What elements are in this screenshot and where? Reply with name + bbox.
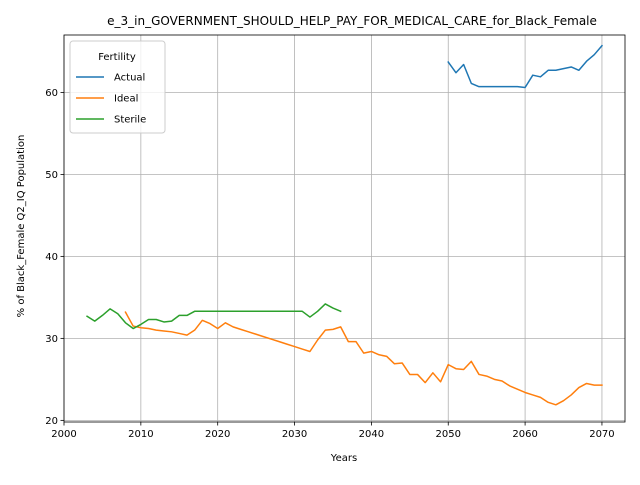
legend-label-actual: Actual [114, 73, 145, 84]
y-axis-label: % of Black_Female Q2_IQ Population [16, 135, 27, 318]
x-tick-label: 2060 [512, 429, 537, 440]
series-line-ideal [124, 311, 603, 406]
legend-label-sterile: Sterile [114, 115, 146, 126]
legend: Fertility Actual Ideal Sterile [69, 40, 166, 134]
legend-box [69, 40, 166, 134]
x-tick-label: 2020 [205, 429, 230, 440]
axis-ticks: 2000 2010 2020 2030 2040 2050 2060 207020304050… [45, 88, 614, 440]
grid [63, 35, 625, 422]
plot-frame [63, 34, 626, 423]
x-tick-label: 2030 [282, 429, 307, 440]
x-tick-label: 2070 [589, 429, 614, 440]
chart-title: e_3_in_GOVERNMENT_SHOULD_HELP_PAY_FOR_ME… [107, 14, 597, 28]
legend-title: Fertility [98, 52, 136, 63]
y-tick-label: 30 [45, 334, 58, 345]
legend-items: Actual Ideal Sterile [76, 73, 146, 126]
y-tick-label: 60 [45, 88, 58, 99]
series-line-actual [447, 44, 604, 89]
y-tick-label: 20 [45, 416, 58, 427]
y-tick-label: 40 [45, 252, 58, 263]
x-tick-label: 2000 [51, 429, 76, 440]
x-tick-label: 2010 [128, 429, 153, 440]
series-line-sterile [86, 303, 342, 330]
series-lines [86, 44, 604, 406]
y-tick-label: 50 [45, 170, 58, 181]
legend-label-ideal: Ideal [114, 94, 138, 105]
x-tick-label: 2040 [359, 429, 384, 440]
x-tick-label: 2050 [436, 429, 461, 440]
x-axis-label: Years [330, 453, 357, 464]
